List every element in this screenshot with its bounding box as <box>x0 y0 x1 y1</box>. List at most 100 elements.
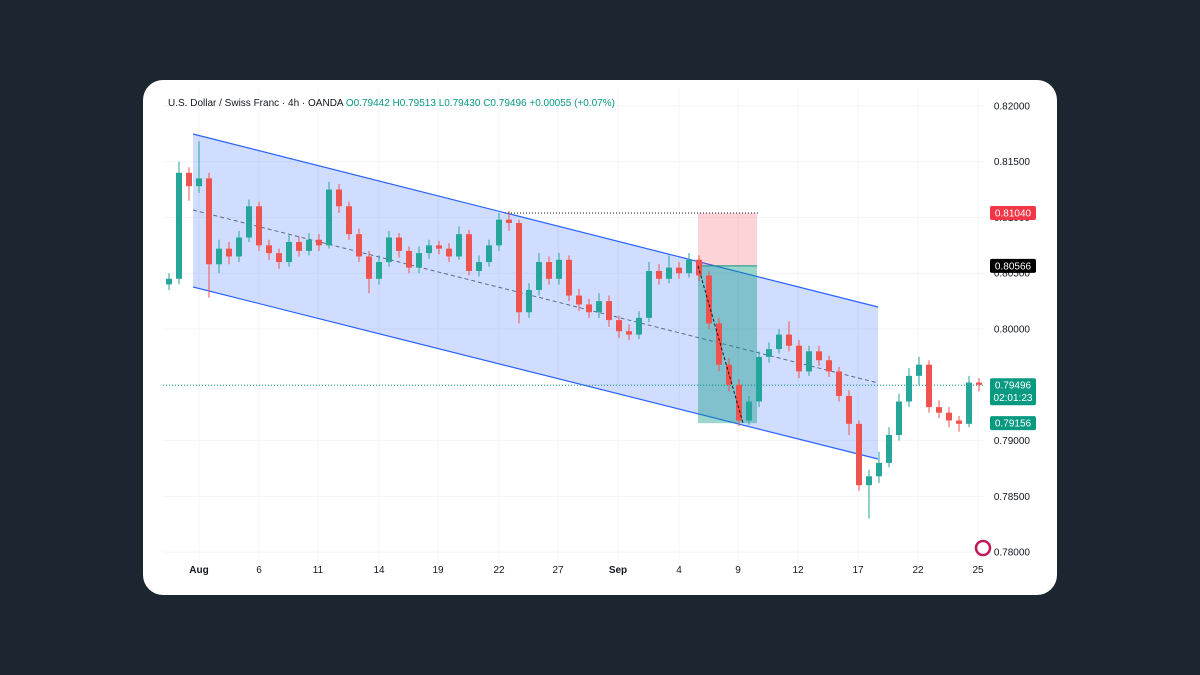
x-tick-label: Sep <box>609 565 627 576</box>
candle-body <box>666 267 672 279</box>
ohlc-close: C0.79496 <box>483 98 527 109</box>
candle-body <box>596 301 602 313</box>
candle-body <box>406 250 412 268</box>
x-tick-label: 14 <box>373 565 385 576</box>
candle-body <box>896 401 902 435</box>
candle-body <box>436 245 442 249</box>
candle-body <box>376 262 382 279</box>
candle-body <box>426 245 432 254</box>
stop-zone <box>698 212 757 266</box>
x-tick-label: 6 <box>256 565 262 576</box>
logo <box>974 539 992 557</box>
candle-body <box>466 234 472 271</box>
candle-body <box>796 345 802 372</box>
candle-body <box>966 382 972 424</box>
candle-body <box>566 259 572 296</box>
candle-body <box>346 206 352 235</box>
candle-body <box>976 382 982 385</box>
candle-body <box>836 371 842 396</box>
x-tick-label: 27 <box>552 565 564 576</box>
candle-body <box>756 356 762 402</box>
candle-body <box>296 241 302 251</box>
candle-body <box>876 462 882 477</box>
chart-header: U.S. Dollar / Swiss Franc · 4h · OANDA O… <box>168 98 615 109</box>
candle-body <box>726 364 732 385</box>
y-tick-label: 0.82000 <box>994 101 1031 112</box>
candle-body <box>516 223 522 313</box>
candle-body <box>846 395 852 424</box>
candle-body <box>606 301 612 321</box>
ohlc-change: +0.00055 (+0.07%) <box>529 98 615 109</box>
candle-body <box>626 331 632 335</box>
candle-body <box>806 351 812 372</box>
y-tick-label: 0.80500 <box>994 269 1031 280</box>
candle-body <box>476 262 482 271</box>
candle-body <box>736 384 742 421</box>
candle-body <box>356 234 362 257</box>
candle-body <box>166 278 172 285</box>
x-tick-label: Aug <box>189 565 208 576</box>
candle-body <box>246 206 252 238</box>
drawings <box>192 133 879 460</box>
y-tick-label: 0.81500 <box>994 157 1031 168</box>
candle-body <box>936 407 942 413</box>
channel-lower <box>192 286 879 460</box>
price-label-box <box>990 205 1036 220</box>
candle-body <box>956 420 962 424</box>
candle-body <box>236 237 242 257</box>
candle-body <box>816 351 822 361</box>
candle-body <box>866 476 872 486</box>
candle-body <box>256 206 262 246</box>
candle-body <box>196 178 202 187</box>
candle-body <box>226 248 232 257</box>
candle-body <box>946 412 952 421</box>
price-label-box <box>990 258 1036 273</box>
x-tick-label: 4 <box>676 565 682 576</box>
channel-mid <box>192 209 879 384</box>
x-tick-label: 17 <box>852 565 864 576</box>
candle-body <box>926 364 932 408</box>
candle-body <box>496 219 502 246</box>
candle-body <box>616 320 622 332</box>
candle-body <box>916 364 922 376</box>
candle-body <box>176 172 182 279</box>
candle-body <box>486 245 492 263</box>
ohlc-high: H0.79513 <box>393 98 437 109</box>
candle-body <box>776 334 782 350</box>
tv-logo <box>974 539 992 557</box>
candle-body <box>746 401 752 421</box>
candle-body <box>446 248 452 257</box>
y-tick-label: 0.80000 <box>994 325 1031 336</box>
x-tick-label: 12 <box>792 565 804 576</box>
symbol: U.S. Dollar / Swiss Franc · 4h · OANDA <box>168 98 344 109</box>
candle-body <box>546 262 552 279</box>
candle-body <box>386 237 392 263</box>
candle-body <box>676 267 682 274</box>
x-tick-label: 25 <box>972 565 984 576</box>
candle-body <box>506 219 512 224</box>
channel-upper <box>192 133 879 308</box>
x-tick-label: 22 <box>912 565 924 576</box>
candles <box>166 141 982 519</box>
price-label: 0.80566 <box>995 261 1032 272</box>
y-tick-label: 0.78000 <box>994 548 1031 559</box>
price-label-box <box>990 416 1036 431</box>
chart-card: U.S. Dollar / Swiss Franc · 4h · OANDA O… <box>143 80 1057 595</box>
price-label: 0.79156 <box>995 419 1032 430</box>
candle-body <box>206 178 212 265</box>
candle-body <box>366 256 372 279</box>
price-label: 0.81040 <box>995 208 1032 219</box>
candle-body <box>526 289 532 313</box>
candle-body <box>906 375 912 402</box>
candle-body <box>706 275 712 324</box>
candle-body <box>306 239 312 251</box>
candle-body <box>216 248 222 265</box>
candle-body <box>396 237 402 251</box>
candle-body <box>276 253 282 263</box>
candle-body <box>856 423 862 486</box>
price-label-box <box>990 378 1036 406</box>
candle-body <box>716 323 722 365</box>
candle-body <box>456 234 462 257</box>
candle-body <box>186 172 192 187</box>
